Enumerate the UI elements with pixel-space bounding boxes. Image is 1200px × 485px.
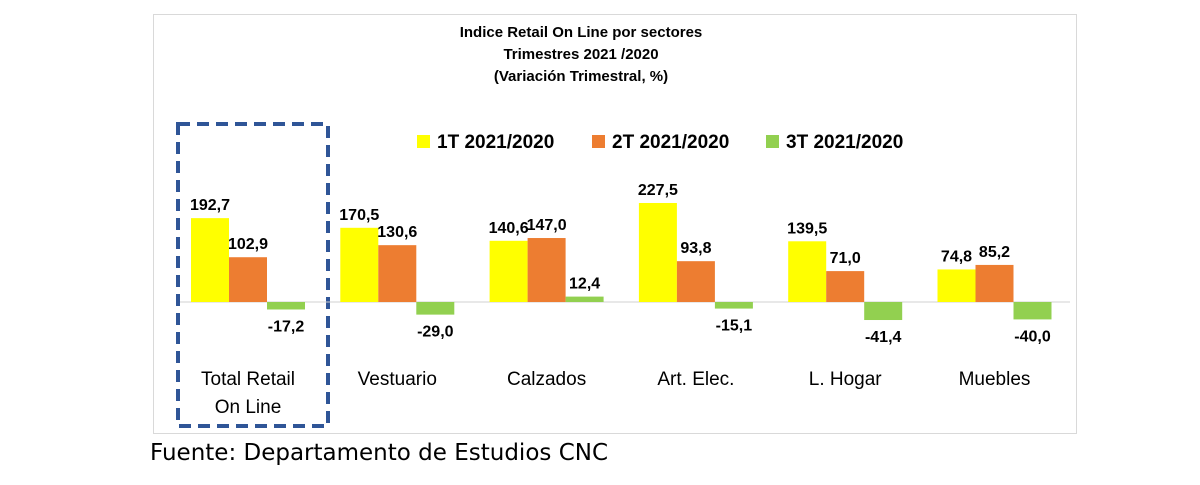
value-label-s1-c5: 139,5 bbox=[787, 220, 827, 237]
category-label-5: L. Hogar bbox=[809, 369, 883, 390]
bar-s1-c4 bbox=[638, 202, 677, 302]
chart-title-line-2: Trimestres 2021 /2020 bbox=[503, 46, 658, 63]
source-note: Fuente: Departamento de Estudios CNC bbox=[150, 440, 609, 466]
category-label-1-line-2: On Line bbox=[215, 397, 282, 418]
value-label-s1-c3: 140,6 bbox=[489, 220, 529, 237]
bar-s1-c5 bbox=[788, 241, 827, 302]
value-label-s2-c2: 130,6 bbox=[377, 224, 417, 241]
bar-s2-c4 bbox=[676, 261, 715, 302]
bar-s2-c5 bbox=[826, 271, 865, 302]
bar-s3-c6 bbox=[1013, 302, 1052, 320]
bar-s1-c6 bbox=[937, 269, 976, 302]
value-label-s2-c4: 93,8 bbox=[680, 240, 711, 257]
legend-label-2: 2T 2021/2020 bbox=[612, 132, 729, 153]
category-label-1-line-1: Total Retail bbox=[201, 369, 295, 390]
value-label-s1-c1: 192,7 bbox=[190, 197, 230, 214]
legend-label-1: 1T 2021/2020 bbox=[437, 132, 554, 153]
bar-s3-c1 bbox=[267, 302, 305, 310]
value-label-s2-c5: 71,0 bbox=[830, 250, 861, 267]
bar-s3-c3 bbox=[565, 296, 604, 302]
value-label-s3-c2: -29,0 bbox=[417, 324, 454, 341]
bar-s1-c3 bbox=[489, 240, 528, 302]
bar-s1-c1 bbox=[191, 218, 229, 302]
chart-title-line-1: Indice Retail On Line por sectores bbox=[460, 24, 703, 41]
category-label-6: Muebles bbox=[959, 369, 1031, 390]
value-label-s2-c1: 102,9 bbox=[228, 236, 268, 253]
value-label-s3-c6: -40,0 bbox=[1014, 328, 1051, 345]
bar-chart: Indice Retail On Line por sectores Trimes… bbox=[176, 24, 1070, 428]
highlight-box bbox=[176, 122, 330, 428]
bar-s3-c4 bbox=[714, 302, 753, 309]
value-label-s3-c3: 12,4 bbox=[569, 276, 600, 293]
chart-frame: Indice Retail On Line por sectores Trimes… bbox=[153, 14, 1077, 434]
bar-s1-c2 bbox=[340, 227, 379, 302]
category-label-4: Art. Elec. bbox=[657, 369, 734, 390]
bar-s2-c2 bbox=[378, 245, 417, 302]
category-label-2: Vestuario bbox=[358, 369, 437, 390]
value-label-s3-c5: -41,4 bbox=[865, 329, 902, 346]
legend-label-3: 3T 2021/2020 bbox=[786, 132, 903, 153]
bar-s2-c6 bbox=[975, 264, 1014, 302]
legend-swatch-3 bbox=[766, 135, 779, 148]
value-label-s1-c2: 170,5 bbox=[339, 207, 379, 224]
bar-s3-c5 bbox=[864, 302, 903, 321]
value-label-s1-c6: 74,8 bbox=[941, 248, 972, 265]
chart-title-line-3: (Variación Trimestral, %) bbox=[494, 68, 668, 85]
legend-swatch-2 bbox=[592, 135, 605, 148]
value-label-s2-c6: 85,2 bbox=[979, 244, 1010, 261]
category-label-3: Calzados bbox=[507, 369, 586, 390]
bar-s2-c1 bbox=[229, 257, 267, 302]
bar-s3-c2 bbox=[416, 302, 455, 315]
bar-s2-c3 bbox=[527, 238, 566, 302]
value-label-s2-c3: 147,0 bbox=[527, 217, 567, 234]
value-label-s1-c4: 227,5 bbox=[638, 182, 678, 199]
value-label-s3-c4: -15,1 bbox=[716, 318, 753, 335]
value-label-s3-c1: -17,2 bbox=[268, 318, 305, 335]
legend-swatch-1 bbox=[417, 135, 430, 148]
